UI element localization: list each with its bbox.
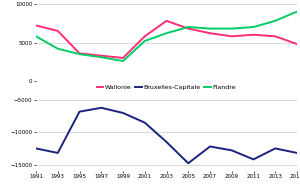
Legend: Wallonie, Bruxelles-Capitale, Flandre: Wallonie, Bruxelles-Capitale, Flandre [94, 82, 238, 93]
